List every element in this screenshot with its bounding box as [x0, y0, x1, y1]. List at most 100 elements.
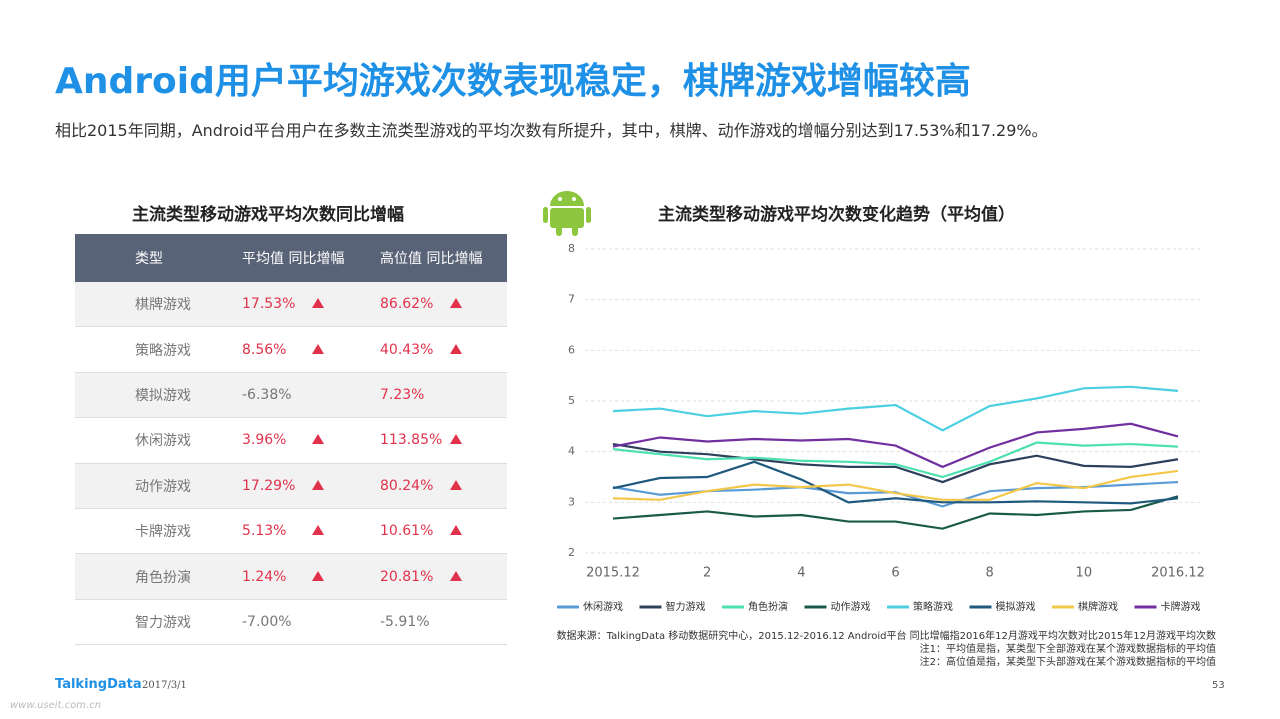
legend-label: 动作游戏 [831, 600, 871, 613]
cell: 动作游戏 [75, 463, 241, 509]
title: Android用户平均游戏次数表现稳定，棋牌游戏增幅较高 [55, 61, 971, 102]
cell-text: 5.13% [242, 523, 287, 540]
up-icon [312, 343, 324, 354]
cell: 1.24% [241, 553, 379, 600]
y-tick-label: 7 [568, 293, 575, 306]
x-tick-label: 6 [891, 566, 899, 581]
cell: -7.00% [241, 599, 379, 646]
cell-text: 80.24% [380, 477, 434, 494]
x-tick-label: 8 [986, 566, 994, 581]
cell: 80.24% [379, 463, 507, 509]
th: 高位值 同比增幅 [379, 234, 507, 282]
series-line [612, 441, 1179, 479]
cell: 策略游戏 [75, 326, 241, 373]
y-tick-label: 3 [568, 495, 575, 508]
cell: -5.91% [379, 599, 507, 646]
cell: 113.85% [379, 417, 507, 464]
source-line: 注1：平均值是指，某类型下全部游戏在某个游戏数据指标的平均值 [919, 644, 1216, 655]
up-icon [312, 434, 324, 445]
cell-text: 17.53% [242, 296, 296, 313]
y-tick-label: 6 [568, 343, 575, 356]
series-line [612, 422, 1179, 469]
series-line [612, 469, 1179, 501]
x-tick-label: 2 [703, 566, 711, 581]
x-tick-label: 10 [1076, 566, 1093, 581]
date: 2017/3/1 [142, 680, 187, 691]
cell-text: 20.81% [380, 568, 434, 585]
chart-title: 主流类型移动游戏平均次数变化趋势（平均值） [658, 205, 1015, 225]
cell-text: 8.56% [242, 341, 287, 358]
legend-label: 智力游戏 [666, 600, 706, 613]
legend-label: 策略游戏 [913, 600, 953, 613]
cell: 3.96% [241, 417, 379, 464]
cell: 40.43% [379, 326, 507, 373]
cell: 5.13% [241, 508, 379, 555]
brand: TalkingData [55, 677, 142, 692]
cell-text: 86.62% [380, 296, 434, 313]
series-line [612, 385, 1179, 432]
y-tick-label: 4 [568, 445, 575, 458]
cell: 20.81% [379, 553, 507, 600]
cell-text: 40.43% [380, 341, 434, 358]
source: 数据来源：TalkingData 移动数据研究中心，2015.12-2016.1… [557, 630, 1216, 669]
x-tick-label: 2016.12 [1151, 566, 1205, 581]
th: 类型 [75, 234, 241, 282]
up-icon [450, 343, 462, 354]
table: 类型 平均值 同比增幅 高位值 同比增幅 棋牌游戏 17.53% 86.62% 策略游戏… [75, 234, 507, 646]
legend-label: 卡牌游戏 [1161, 600, 1201, 613]
source-line: 注2：高位值是指，某类型下头部游戏在某个游戏数据指标的平均值 [919, 657, 1216, 668]
legend-label: 棋牌游戏 [1078, 600, 1118, 613]
subtitle: 相比2015年同期，Android平台用户在多数主流类型游戏的平均次数有所提升，… [55, 121, 1048, 140]
th: 平均值 同比增幅 [241, 234, 379, 282]
watermark: www.useit.com.cn [10, 700, 102, 711]
series-line [612, 442, 1179, 484]
cell-text: 3.96% [242, 432, 287, 449]
cell-text: 10.61% [380, 523, 434, 540]
cell: 8.56% [241, 326, 379, 373]
cell: 休闲游戏 [75, 417, 241, 464]
cell-text: 113.85% [380, 432, 443, 449]
cell: 模拟游戏 [75, 372, 241, 419]
cell-text: 1.24% [242, 568, 287, 585]
up-icon [450, 525, 462, 536]
up-icon [450, 434, 462, 445]
cell: 86.62% [379, 282, 507, 328]
series-line [612, 480, 1179, 508]
page-number: 53 [1212, 680, 1225, 691]
up-icon [312, 570, 324, 581]
cell: 7.23% [379, 372, 507, 419]
up-icon [450, 479, 462, 490]
cell-text: -7.00% [242, 613, 292, 630]
cell: 棋牌游戏 [75, 282, 241, 328]
up-icon [450, 570, 462, 581]
legend-label: 模拟游戏 [996, 600, 1036, 613]
cell: -6.38% [241, 372, 379, 419]
cell: 智力游戏 [75, 599, 241, 646]
y-tick-label: 5 [568, 394, 575, 407]
y-tick-label: 2 [568, 546, 575, 559]
legend-label: 角色扮演 [748, 600, 788, 613]
x-tick-label: 2015.12 [586, 566, 640, 581]
cell: 10.61% [379, 508, 507, 555]
up-icon [312, 525, 324, 536]
legend-label: 休闲游戏 [583, 600, 623, 613]
table-title: 主流类型移动游戏平均次数同比增幅 [132, 205, 404, 225]
up-icon [312, 479, 324, 490]
series-line [612, 460, 1179, 505]
cell: 卡牌游戏 [75, 508, 241, 555]
series-line [612, 495, 1179, 530]
up-icon [450, 298, 462, 309]
x-tick-label: 4 [797, 566, 805, 581]
cell-text: 7.23% [380, 386, 425, 403]
cell: 角色扮演 [75, 553, 241, 600]
cell-text: -5.91% [380, 613, 430, 630]
android-icon [543, 191, 591, 236]
y-tick-label: 8 [568, 242, 575, 255]
up-icon [312, 298, 324, 309]
cell: 17.29% [241, 463, 379, 509]
cell-text: -6.38% [242, 386, 292, 403]
cell: 17.53% [241, 282, 379, 328]
cell-text: 17.29% [242, 477, 296, 494]
source-line: 数据来源：TalkingData 移动数据研究中心，2015.12-2016.1… [556, 631, 1216, 642]
